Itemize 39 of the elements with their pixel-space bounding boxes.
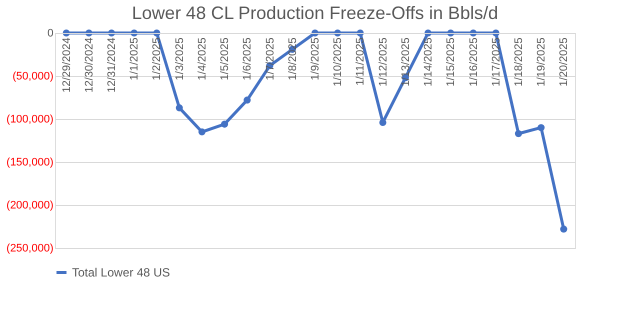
x-tick-label: 1/5/2025 (219, 38, 232, 80)
point (560, 226, 568, 233)
x-tick-label: 12/29/2024 (60, 38, 73, 93)
point (244, 96, 251, 104)
y-tick-label: (250,000) (6, 242, 54, 254)
point (379, 118, 386, 126)
y-tick-label: (100,000) (6, 114, 54, 126)
point (221, 120, 228, 128)
point (538, 124, 545, 132)
x-tick-label: 1/11/2025 (354, 38, 367, 86)
x-tick-label: 1/2/2025 (151, 38, 164, 80)
x-tick-label: 1/8/2025 (286, 38, 299, 80)
x-tick-label: 12/30/2024 (83, 38, 96, 93)
x-tick-label: 1/14/2025 (422, 38, 435, 86)
x-tick-label: 1/12/2025 (377, 38, 390, 86)
x-tick-label: 1/1/2025 (128, 38, 141, 80)
x-tick-label: 1/13/2025 (400, 38, 412, 86)
x-tick-label: 1/9/2025 (310, 38, 322, 80)
legend-label: Total Lower 48 US (72, 266, 170, 280)
x-tick-label: 12/31/2024 (106, 38, 118, 93)
point (176, 104, 183, 112)
x-tick-label: 1/19/2025 (536, 38, 548, 86)
point (198, 128, 206, 136)
y-tick-label: (150,000) (6, 156, 54, 168)
y-tick-label: (200,000) (6, 200, 54, 212)
point (514, 130, 522, 138)
x-tick-label: 1/6/2025 (242, 38, 254, 80)
x-tick-label: 1/3/2025 (174, 38, 186, 80)
y-tick-label: 0 (47, 28, 54, 40)
x-tick-label: 1/4/2025 (196, 38, 208, 80)
x-tick-label: 1/20/2025 (558, 38, 570, 86)
chart-title: Lower 48 CL Production Freeze-Offs in Bbls/d (132, 3, 498, 23)
x-tick-label: 1/10/2025 (332, 38, 344, 86)
x-tick-label: 1/17/2025 (490, 38, 502, 86)
x-tick-label: 1/16/2025 (468, 38, 480, 86)
x-tick-label: 1/18/2025 (512, 38, 525, 86)
x-tick-label: 1/7/2025 (264, 38, 276, 80)
x-tick-label: 1/15/2025 (445, 38, 458, 86)
y-tick-label: (50,000) (12, 70, 54, 82)
